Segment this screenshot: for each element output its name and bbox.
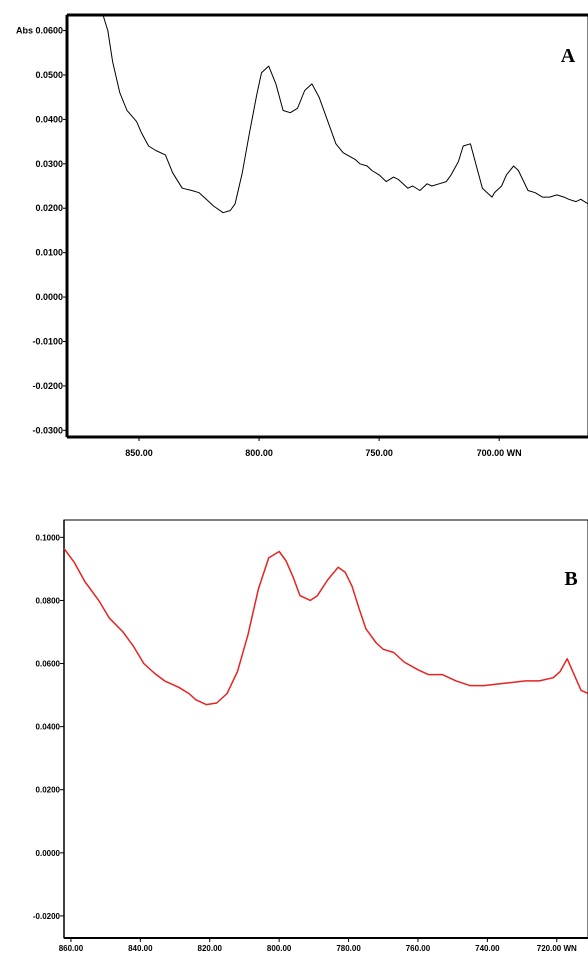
spectrum-line-a bbox=[102, 14, 588, 214]
x-tick-label-b: 760.00 bbox=[406, 944, 431, 953]
x-tick-label-b: 780.00 bbox=[336, 944, 361, 953]
chart-panel-a: Abs 0.0600 0.0500 0.0400 0.0300 0.0200 0.0100… bbox=[16, 13, 588, 458]
y-tick-label-a: -0.0200 bbox=[32, 381, 63, 391]
x-tick-label-a: 750.00 bbox=[365, 448, 393, 458]
plot-frame-a bbox=[66, 14, 588, 438]
y-tick-label-a: 0.0300 bbox=[35, 159, 63, 169]
y-tick-label-a: -0.0100 bbox=[32, 336, 63, 346]
x-tick-label-a: 800.00 bbox=[245, 448, 273, 458]
x-tick-label-b: 720.00 WN bbox=[537, 944, 577, 953]
x-ticks-b: 860.00 840.00 820.00 800.00 780.00 760.00 740.… bbox=[59, 938, 577, 953]
y-tick-label-a: 0.0000 bbox=[35, 292, 63, 302]
x-tick-label-b: 820.00 bbox=[198, 944, 223, 953]
x-ticks-a: 850.00 800.00 750.00 700.00 WN bbox=[125, 437, 522, 458]
x-tick-label-a: 850.00 bbox=[125, 448, 153, 458]
x-tick-label-a: 700.00 WN bbox=[477, 448, 522, 458]
panel-label-b: B bbox=[564, 568, 577, 590]
y-tick-label-a: 0.0500 bbox=[35, 70, 63, 80]
y-ticks-b: 0.1000 0.0800 0.0600 0.0400 0.0200 0.0000 -0.0… bbox=[33, 533, 64, 921]
chart-panel-b: 0.1000 0.0800 0.0600 0.0400 0.0200 0.0000 -0.0… bbox=[33, 519, 588, 953]
y-tick-label-b: 0.0200 bbox=[36, 786, 61, 795]
y-tick-label-b: 0.0000 bbox=[36, 849, 61, 858]
panel-label-a: A bbox=[561, 45, 576, 67]
spectrum-line-b bbox=[63, 547, 588, 706]
x-tick-label-b: 840.00 bbox=[128, 944, 153, 953]
x-tick-label-b: 740.00 bbox=[475, 944, 500, 953]
y-tick-label-a: -0.0300 bbox=[32, 425, 63, 435]
y-tick-label-b: -0.0200 bbox=[33, 912, 61, 921]
x-tick-label-b: 800.00 bbox=[267, 944, 292, 953]
y-tick-label-a: 0.0100 bbox=[35, 248, 63, 258]
y-tick-label-a: Abs 0.0600 bbox=[16, 26, 63, 36]
y-tick-label-b: 0.0400 bbox=[36, 723, 61, 732]
y-tick-label-b: 0.1000 bbox=[36, 533, 61, 542]
y-tick-label-a: 0.0200 bbox=[35, 203, 63, 213]
y-tick-label-a: 0.0400 bbox=[35, 114, 63, 124]
y-tick-label-b: 0.0800 bbox=[36, 596, 61, 605]
y-tick-label-b: 0.0600 bbox=[36, 660, 61, 669]
x-tick-label-b: 860.00 bbox=[59, 944, 84, 953]
y-ticks-a: Abs 0.0600 0.0500 0.0400 0.0300 0.0200 0.0100… bbox=[16, 26, 67, 435]
